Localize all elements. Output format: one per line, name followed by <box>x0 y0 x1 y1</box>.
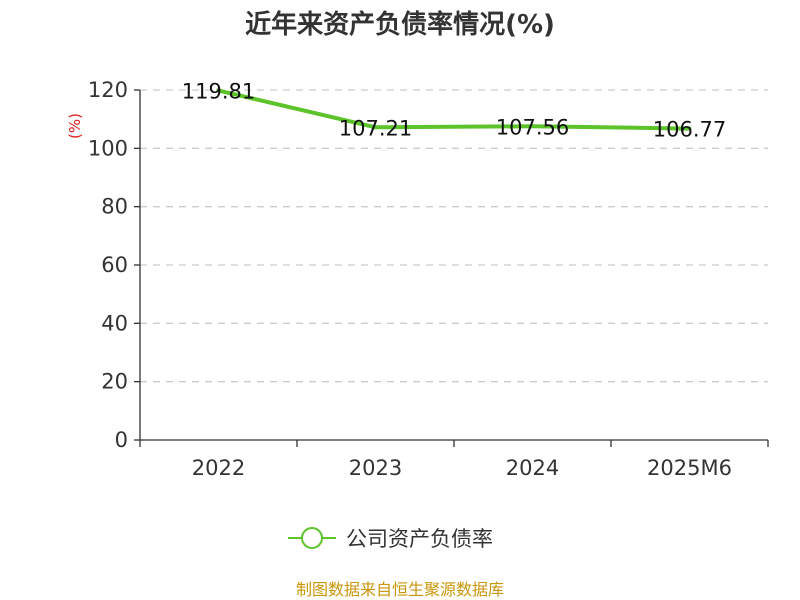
y-tick-label: 120 <box>88 78 128 102</box>
data-point <box>216 88 221 93</box>
y-tick-label: 0 <box>115 428 128 452</box>
legend-marker <box>301 527 323 549</box>
y-tick-label: 60 <box>101 253 128 277</box>
y-tick-label: 40 <box>101 311 128 335</box>
chart-title: 近年来资产负债率情况(%) <box>245 9 555 40</box>
data-label: 107.21 <box>339 116 412 140</box>
x-tick-label: 2022 <box>192 456 245 480</box>
legend-label: 公司资产负债率 <box>346 527 493 551</box>
y-tick-label: 80 <box>101 195 128 219</box>
x-tick-label: 2024 <box>506 456 559 480</box>
series-group: 119.81 107.21 107.56 106.77 <box>182 80 726 142</box>
y-tick-label: 100 <box>88 136 128 160</box>
axes: 0 20 40 60 80 100 120 2022 2023 2024 2025M6 <box>88 78 769 480</box>
grid-lines <box>140 89 768 383</box>
series-line <box>216 88 692 131</box>
x-tick-label: 2023 <box>349 456 402 480</box>
data-label: 119.81 <box>182 80 255 104</box>
x-tick-label: 2025M6 <box>647 456 732 480</box>
data-label: 106.77 <box>653 118 726 142</box>
y-axis-unit: (%) <box>66 113 84 139</box>
data-point <box>687 126 692 131</box>
legend: 公司资产负债率 <box>288 527 493 551</box>
data-point <box>530 124 535 129</box>
data-point <box>373 125 378 130</box>
data-label: 107.56 <box>496 115 569 139</box>
y-tick-label: 20 <box>101 370 128 394</box>
source-note: 制图数据来自恒生聚源数据库 <box>296 580 504 599</box>
